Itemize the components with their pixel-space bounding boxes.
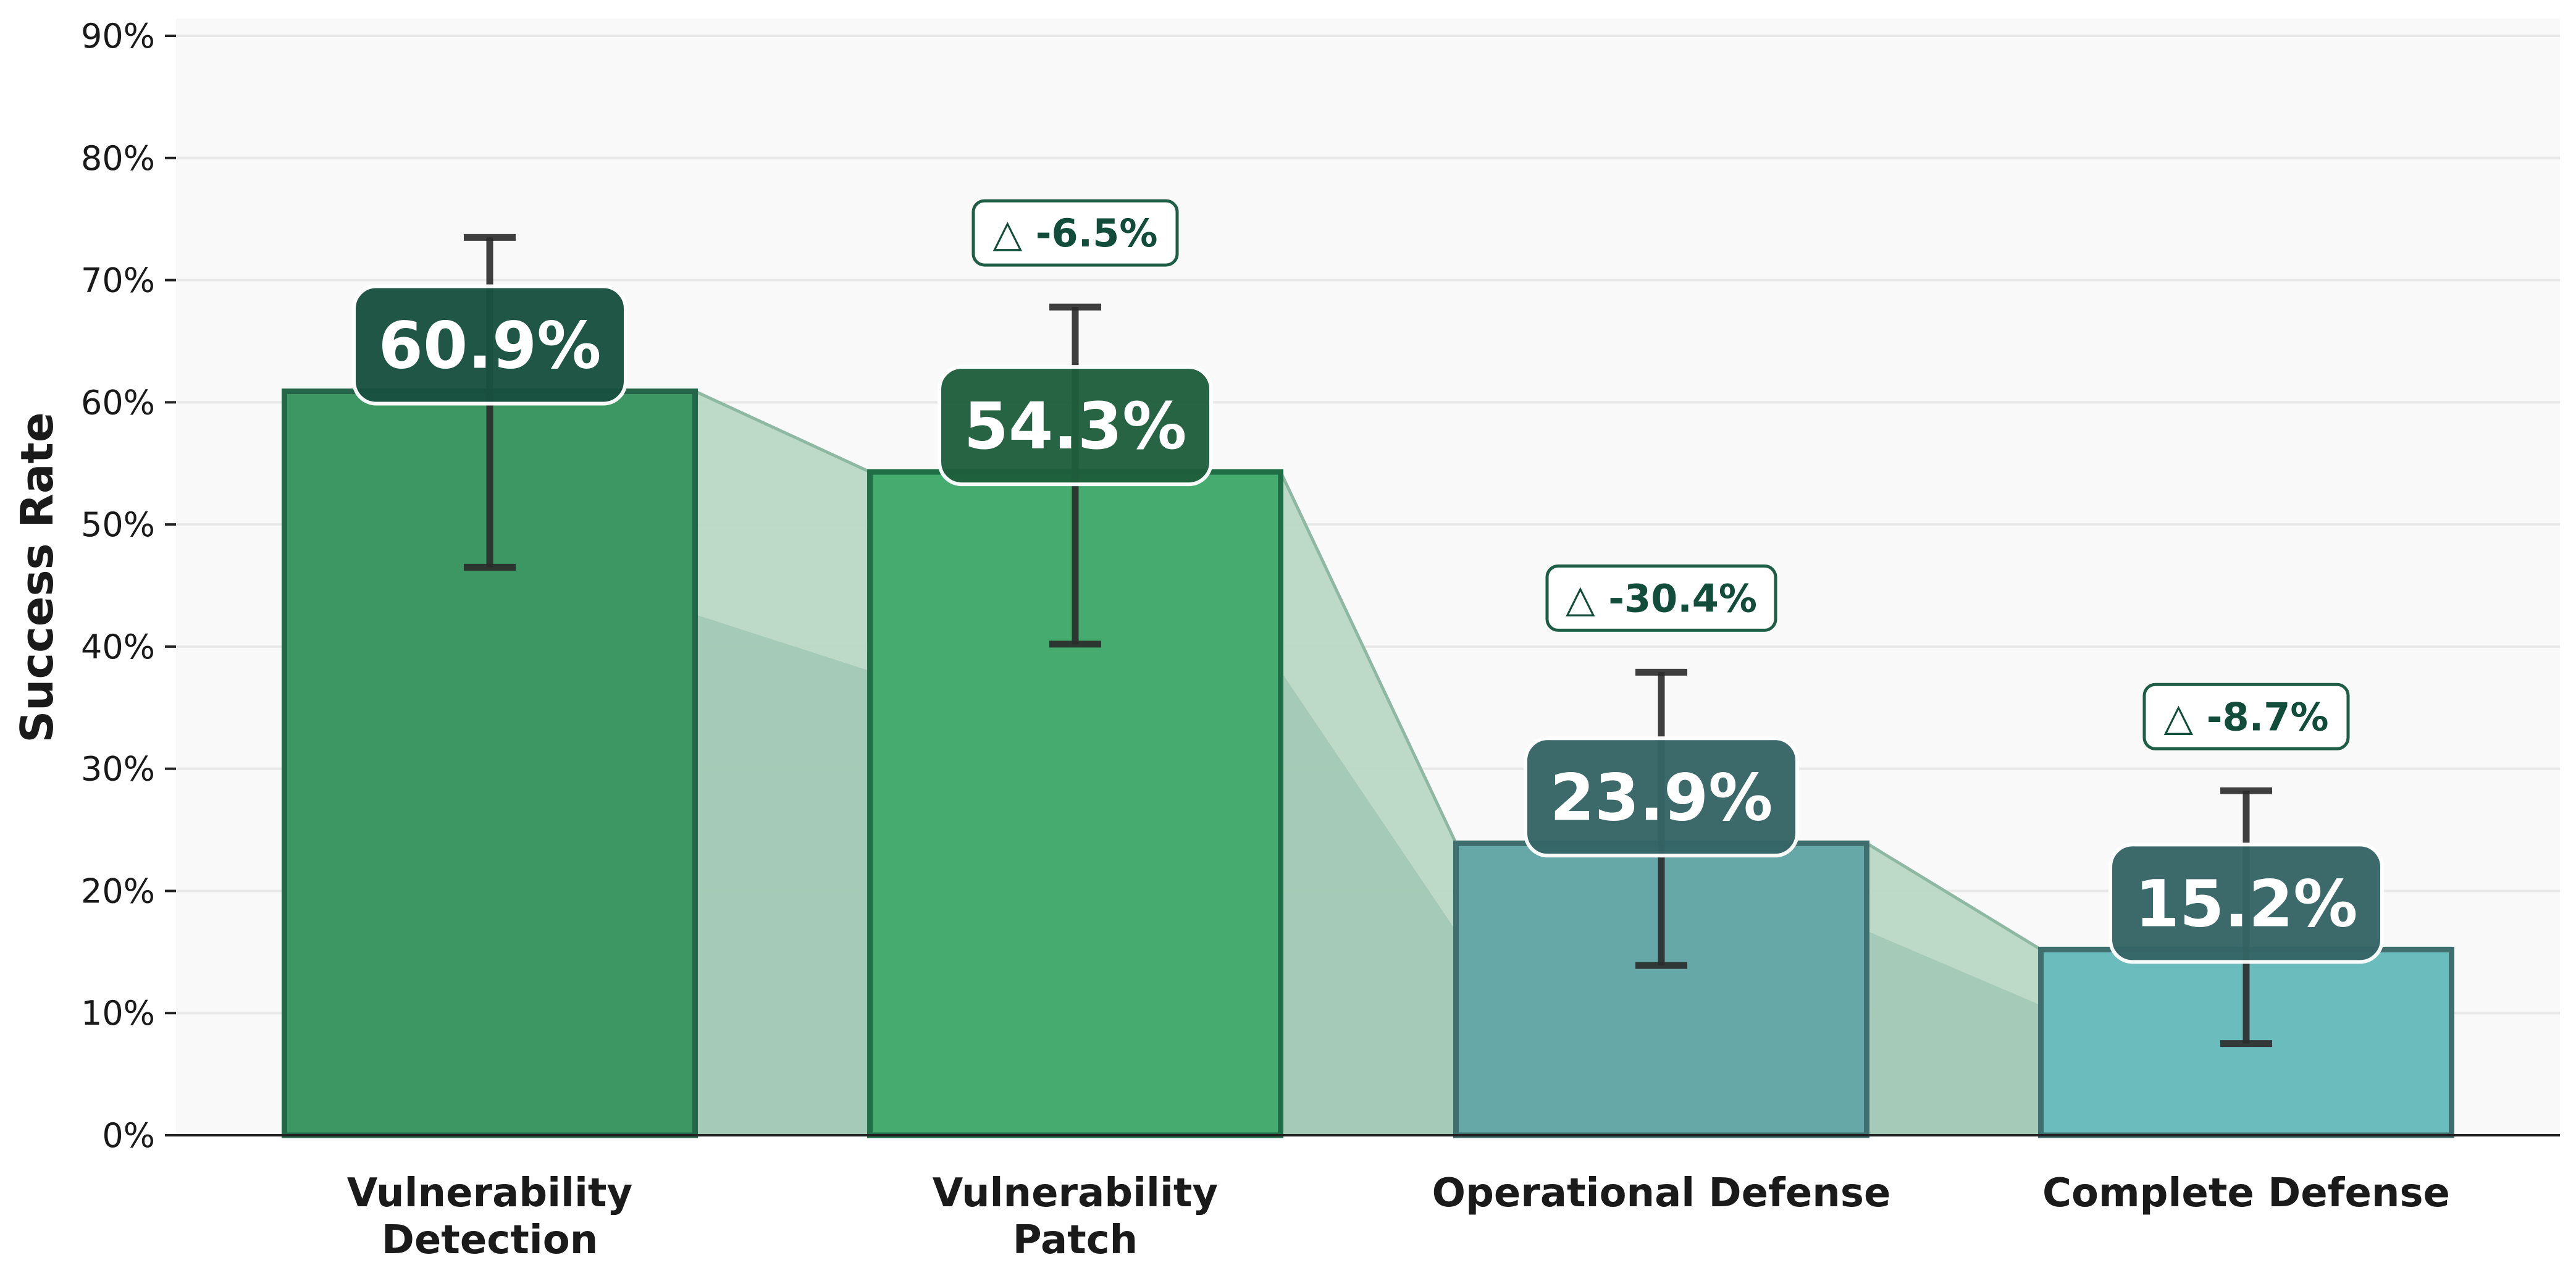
connector-band-inner: [1280, 671, 1456, 1135]
y-tick-label: 50%: [81, 505, 155, 544]
x-tick-label: Operational Defense: [1432, 1170, 1891, 1216]
value-label: 60.9%: [379, 308, 602, 384]
y-axis: 0% 10% 20% 30% 40% 50% 60% 70% 80% 90%: [81, 17, 176, 1155]
y-tick-label: 90%: [81, 17, 155, 56]
y-tick-label: 0%: [102, 1116, 155, 1155]
y-tick-label: 60%: [81, 383, 155, 422]
value-label: 15.2%: [2135, 866, 2358, 941]
y-axis-title: Success Rate: [11, 412, 63, 742]
x-tick-label: Complete Defense: [2042, 1170, 2450, 1216]
y-tick-label: 20%: [81, 872, 155, 910]
delta-label: △ -6.5%: [993, 211, 1158, 256]
value-label-box: [2108, 842, 2384, 964]
x-tick-label: Detection: [382, 1217, 598, 1263]
delta-label-box: [2142, 682, 2350, 750]
annotations: 60.9% 54.3% △ -6.5% 23.9% △ -30.4% 15.2% △ -8.…: [352, 199, 2384, 964]
delta-label: △ -8.7%: [2164, 694, 2329, 739]
value-label-box: [352, 284, 627, 406]
value-label: 23.9%: [1550, 760, 1773, 835]
delta-label-box: [1545, 564, 1777, 632]
x-tick-label: Vulnerability: [933, 1170, 1218, 1216]
value-label-box: [938, 365, 1213, 487]
value-label: 54.3%: [964, 388, 1187, 464]
connector-band-inner: [1866, 931, 2041, 1135]
connector-edge: [1279, 471, 1458, 844]
connector-edge: [694, 390, 871, 474]
connector-edge: [1866, 842, 2042, 951]
y-tick-label: 70%: [81, 261, 155, 300]
y-tick-label: 80%: [81, 139, 155, 178]
x-tick-label: Vulnerability: [347, 1170, 632, 1216]
funnel-connectors: [694, 390, 2042, 1135]
value-label-box: [1524, 736, 1799, 858]
x-tick-label: Patch: [1013, 1217, 1138, 1263]
y-tick-label: 10%: [81, 994, 155, 1033]
delta-label-box: [971, 199, 1179, 267]
y-tick-label: 30%: [81, 750, 155, 789]
connector-band-inner: [695, 614, 870, 1135]
x-axis: VulnerabilityDetectionVulnerabilityPatch…: [347, 1170, 2450, 1263]
y-tick-label: 40%: [81, 628, 155, 666]
delta-label: △ -30.4%: [1566, 576, 1757, 621]
